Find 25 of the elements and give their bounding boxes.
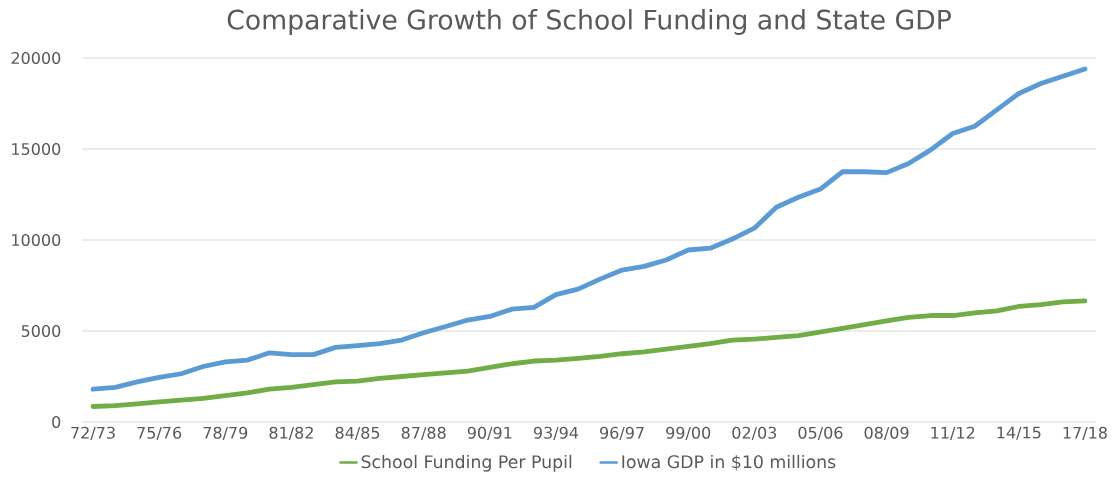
y-tick-label: 0 <box>52 415 61 429</box>
x-tick-label: 99/00 <box>666 426 711 441</box>
x-tick-label: 75/76 <box>137 426 182 441</box>
legend-label: School Funding Per Pupil <box>361 454 572 472</box>
x-tick-label: 02/03 <box>732 426 777 441</box>
x-tick-label: 08/09 <box>864 426 909 441</box>
x-tick-label: 84/85 <box>335 426 380 441</box>
y-tick-label: 20000 <box>11 51 61 65</box>
x-tick-label: 96/97 <box>600 426 644 441</box>
y-tick-label: 15000 <box>12 142 61 156</box>
y-tick-label: 10000 <box>12 233 61 247</box>
x-tick-label: 11/12 <box>931 426 975 441</box>
x-tick-label: 72/73 <box>71 426 115 441</box>
line-series <box>90 66 1088 392</box>
x-tick-label: 87/88 <box>401 426 446 441</box>
y-tick-label: 5000 <box>21 324 61 338</box>
legend-label: Iowa GDP in $10 millions <box>622 454 836 471</box>
chart-title: Comparative Growth of School Funding and State GDP <box>227 9 951 35</box>
x-tick-label: 78/79 <box>203 426 248 441</box>
x-tick-label: 93/94 <box>533 426 579 441</box>
x-tick-label: 05/06 <box>798 426 843 441</box>
x-tick-label: 17/18 <box>1063 426 1107 441</box>
x-tick-label: 81/82 <box>269 426 313 441</box>
x-tick-label: 14/15 <box>997 426 1041 440</box>
x-tick-label: 90/91 <box>467 426 512 441</box>
